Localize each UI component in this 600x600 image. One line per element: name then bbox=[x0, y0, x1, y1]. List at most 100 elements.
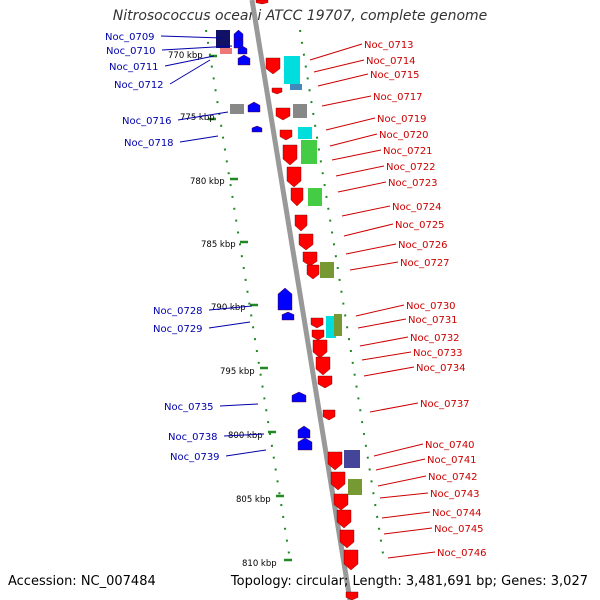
gene-label-reverse: Noc_0735 bbox=[164, 402, 214, 413]
gene-leader-line bbox=[313, 59, 365, 73]
gene-leader-line bbox=[325, 117, 376, 131]
gene-label-forward: Noc_0742 bbox=[428, 472, 478, 483]
topology-label: Topology: circular; Length: 3,481,691 bp… bbox=[230, 574, 588, 589]
gene-label-forward: Noc_0740 bbox=[425, 440, 475, 451]
gene-label-forward: Noc_0732 bbox=[410, 333, 460, 344]
scale-label: 780 kbp bbox=[190, 177, 225, 187]
gene-leader-line bbox=[219, 403, 259, 407]
gene-leader-line bbox=[161, 45, 233, 51]
gene-label-forward: Noc_0734 bbox=[416, 363, 466, 374]
gene-label-reverse: Noc_0716 bbox=[122, 116, 172, 127]
gene-leader-line bbox=[361, 351, 412, 361]
gene-label-forward: Noc_0717 bbox=[373, 92, 423, 103]
gene-subfeature bbox=[348, 479, 362, 495]
scale-label: 795 kbp bbox=[220, 367, 255, 377]
gene-label-reverse: Noc_0739 bbox=[170, 452, 220, 463]
gene-label-forward: Noc_0743 bbox=[430, 489, 480, 500]
gene-leader-line bbox=[331, 149, 382, 161]
gene-leader-line bbox=[359, 336, 409, 347]
gene-feature bbox=[286, 166, 302, 188]
gene-label-forward: Noc_0720 bbox=[379, 130, 429, 141]
gene-subfeature bbox=[326, 316, 336, 338]
gene-feature bbox=[302, 251, 318, 267]
gene-feature bbox=[275, 107, 291, 121]
gene-label-forward: Noc_0730 bbox=[406, 301, 456, 312]
gene-feature bbox=[237, 54, 251, 66]
gene-leader-line bbox=[349, 261, 399, 271]
gene-subfeature bbox=[290, 84, 302, 90]
gene-subfeature bbox=[308, 188, 322, 206]
gene-feature bbox=[317, 375, 333, 389]
gene-feature bbox=[294, 214, 308, 232]
gene-leader-line bbox=[369, 402, 419, 413]
gene-label-forward: Noc_0746 bbox=[437, 548, 487, 559]
gene-feature bbox=[281, 311, 295, 321]
gene-label-forward: Noc_0715 bbox=[370, 70, 420, 81]
gene-feature bbox=[251, 125, 263, 133]
gene-feature bbox=[333, 493, 349, 511]
gene-feature bbox=[279, 129, 293, 141]
gene-leader-line bbox=[379, 492, 429, 499]
gene-subfeature bbox=[320, 262, 334, 278]
gene-leader-line bbox=[208, 305, 253, 311]
gene-leader-line bbox=[377, 475, 427, 487]
gene-feature bbox=[306, 264, 320, 280]
gene-feature bbox=[291, 391, 307, 403]
gene-leader-line bbox=[309, 43, 363, 61]
gene-feature bbox=[345, 591, 359, 600]
gene-label-forward: Noc_0731 bbox=[408, 315, 458, 326]
gene-subfeature bbox=[301, 140, 317, 164]
gene-label-forward: Noc_0741 bbox=[427, 455, 477, 466]
scale-label: 775 kbp bbox=[180, 113, 215, 123]
gene-labels: Noc_0709 Noc_0710 Noc_0711 Noc_0712 Noc_0716… bbox=[105, 32, 487, 559]
gene-label-forward: Noc_0713 bbox=[364, 40, 414, 51]
gene-feature bbox=[247, 101, 261, 113]
gene-feature bbox=[315, 356, 331, 376]
gene-subfeature bbox=[230, 104, 244, 114]
gene-leader-line bbox=[373, 443, 424, 457]
gene-feature bbox=[343, 549, 359, 571]
gene-feature bbox=[311, 329, 325, 341]
gene-leader-line bbox=[357, 318, 407, 329]
gene-label-forward: Noc_0723 bbox=[388, 178, 438, 189]
gene-label-reverse: Noc_0710 bbox=[106, 46, 156, 57]
gene-leader-line bbox=[337, 181, 387, 193]
accession-label: Accession: NC_007484 bbox=[8, 574, 156, 589]
gene-label-reverse: Noc_0712 bbox=[114, 80, 164, 91]
gene-label-forward: Noc_0745 bbox=[434, 524, 484, 535]
gene-leader-line bbox=[363, 366, 415, 377]
gene-label-reverse: Noc_0728 bbox=[153, 306, 203, 317]
gene-leader-line bbox=[335, 165, 385, 177]
gene-label-forward: Noc_0725 bbox=[395, 220, 445, 231]
gene-leader-line bbox=[343, 223, 394, 237]
gene-feature bbox=[237, 45, 248, 55]
gene-subfeature bbox=[216, 30, 230, 48]
gene-leader-line bbox=[329, 133, 378, 147]
gene-leader-line bbox=[164, 55, 215, 67]
scale-label: 770 kbp bbox=[168, 51, 203, 61]
gene-label-forward: Noc_0737 bbox=[420, 399, 470, 410]
gene-feature bbox=[290, 187, 304, 207]
gene-label-reverse: Noc_0729 bbox=[153, 324, 203, 335]
gene-label-forward: Noc_0744 bbox=[432, 508, 482, 519]
gene-leader-line bbox=[383, 527, 433, 535]
gene-leader-line bbox=[179, 135, 219, 143]
gene-leader-line bbox=[169, 59, 211, 85]
gene-feature bbox=[297, 425, 311, 439]
gene-feature bbox=[277, 287, 293, 311]
gene-feature bbox=[271, 87, 283, 95]
gene-label-forward: Noc_0724 bbox=[392, 202, 442, 213]
gene-label-forward: Noc_0726 bbox=[398, 240, 448, 251]
gene-feature bbox=[298, 233, 314, 251]
gene-label-forward: Noc_0719 bbox=[377, 114, 427, 125]
gene-leader-line bbox=[321, 95, 372, 107]
gene-label-forward: Noc_0727 bbox=[400, 258, 450, 269]
gene-features bbox=[216, 0, 362, 600]
gene-leader-line bbox=[208, 321, 251, 329]
gene-feature bbox=[310, 317, 324, 329]
gene-leader-line bbox=[375, 458, 426, 471]
map-title: Nitrosococcus oceani ATCC 19707, complet… bbox=[112, 8, 488, 24]
gene-feature bbox=[282, 144, 298, 166]
